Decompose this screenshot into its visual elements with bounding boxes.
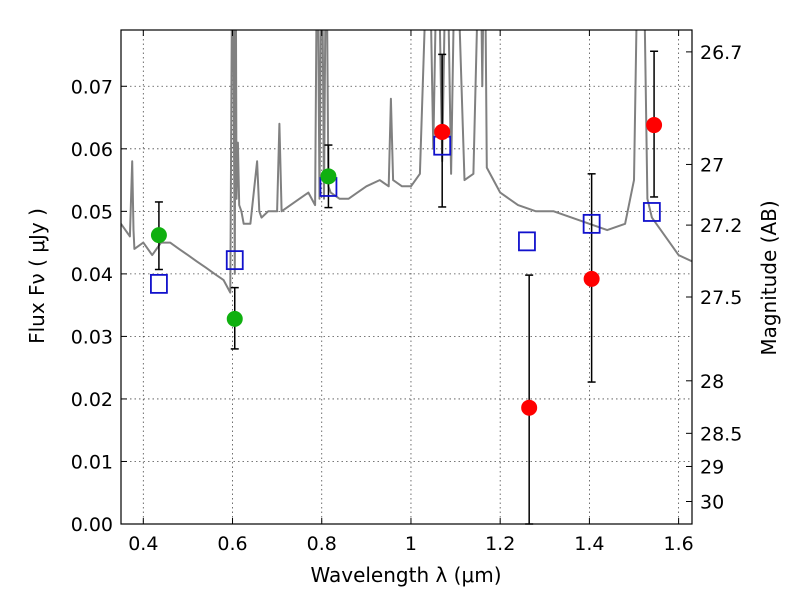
y-tick-label: 0.05 <box>71 201 113 223</box>
model-band-square <box>225 250 244 271</box>
observed-point <box>150 227 167 244</box>
right-tick-label: 27.5 <box>700 287 742 309</box>
x-axis-label: Wavelength λ (μm) <box>310 563 501 587</box>
x-tick-label: 0.6 <box>217 533 247 555</box>
right-tick-label: 29 <box>700 456 724 478</box>
y-tick-label: 0.03 <box>71 326 113 348</box>
right-tick-label: 28 <box>700 371 724 393</box>
tick-layer: 0.4 0.6 0.8 1 1.2 1.4 1.6 0.00 0.01 0.02 0.03 0.04 0… <box>71 30 742 555</box>
right-tick-label: 27.2 <box>700 215 742 237</box>
y-tick-label: 0.00 <box>71 514 113 536</box>
y-tick-label: 0.02 <box>71 389 113 411</box>
observed-point <box>320 168 337 185</box>
observed-point <box>434 123 451 140</box>
x-tick-label: 1.2 <box>485 533 515 555</box>
x-tick-label: 1.6 <box>664 533 694 555</box>
marker-layer <box>150 117 663 416</box>
x-tick-label: 0.8 <box>307 533 337 555</box>
right-tick-label: 30 <box>700 491 724 513</box>
x-tick-label: 0.4 <box>128 533 158 555</box>
y-tick-label: 0.07 <box>71 76 113 98</box>
y-tick-label: 0.06 <box>71 139 113 161</box>
model-band-square <box>150 273 168 294</box>
model-band-square <box>518 231 536 252</box>
plot-frame <box>120 29 693 525</box>
observed-point <box>521 399 538 416</box>
grid-layer <box>121 30 692 524</box>
observed-point <box>646 117 663 134</box>
model-band-square <box>582 213 601 234</box>
right-axis-label: Magnitude (AB) <box>757 200 781 355</box>
right-tick-label: 26.7 <box>700 42 742 64</box>
x-tick-label: 1.4 <box>574 533 604 555</box>
y-tick-label: 0.01 <box>71 451 113 473</box>
right-tick-label: 27 <box>700 154 724 176</box>
spectrum-layer <box>121 30 692 294</box>
y-axis-label: Flux Fν ( μJy ) <box>25 208 49 344</box>
x-tick-label: 1 <box>405 533 417 555</box>
model-band-square <box>642 202 661 222</box>
observed-point <box>583 270 600 287</box>
observed-point <box>226 310 243 327</box>
y-tick-label: 0.04 <box>71 264 113 286</box>
model-spectrum-line <box>121 30 692 294</box>
right-tick-label: 28.5 <box>700 423 742 445</box>
